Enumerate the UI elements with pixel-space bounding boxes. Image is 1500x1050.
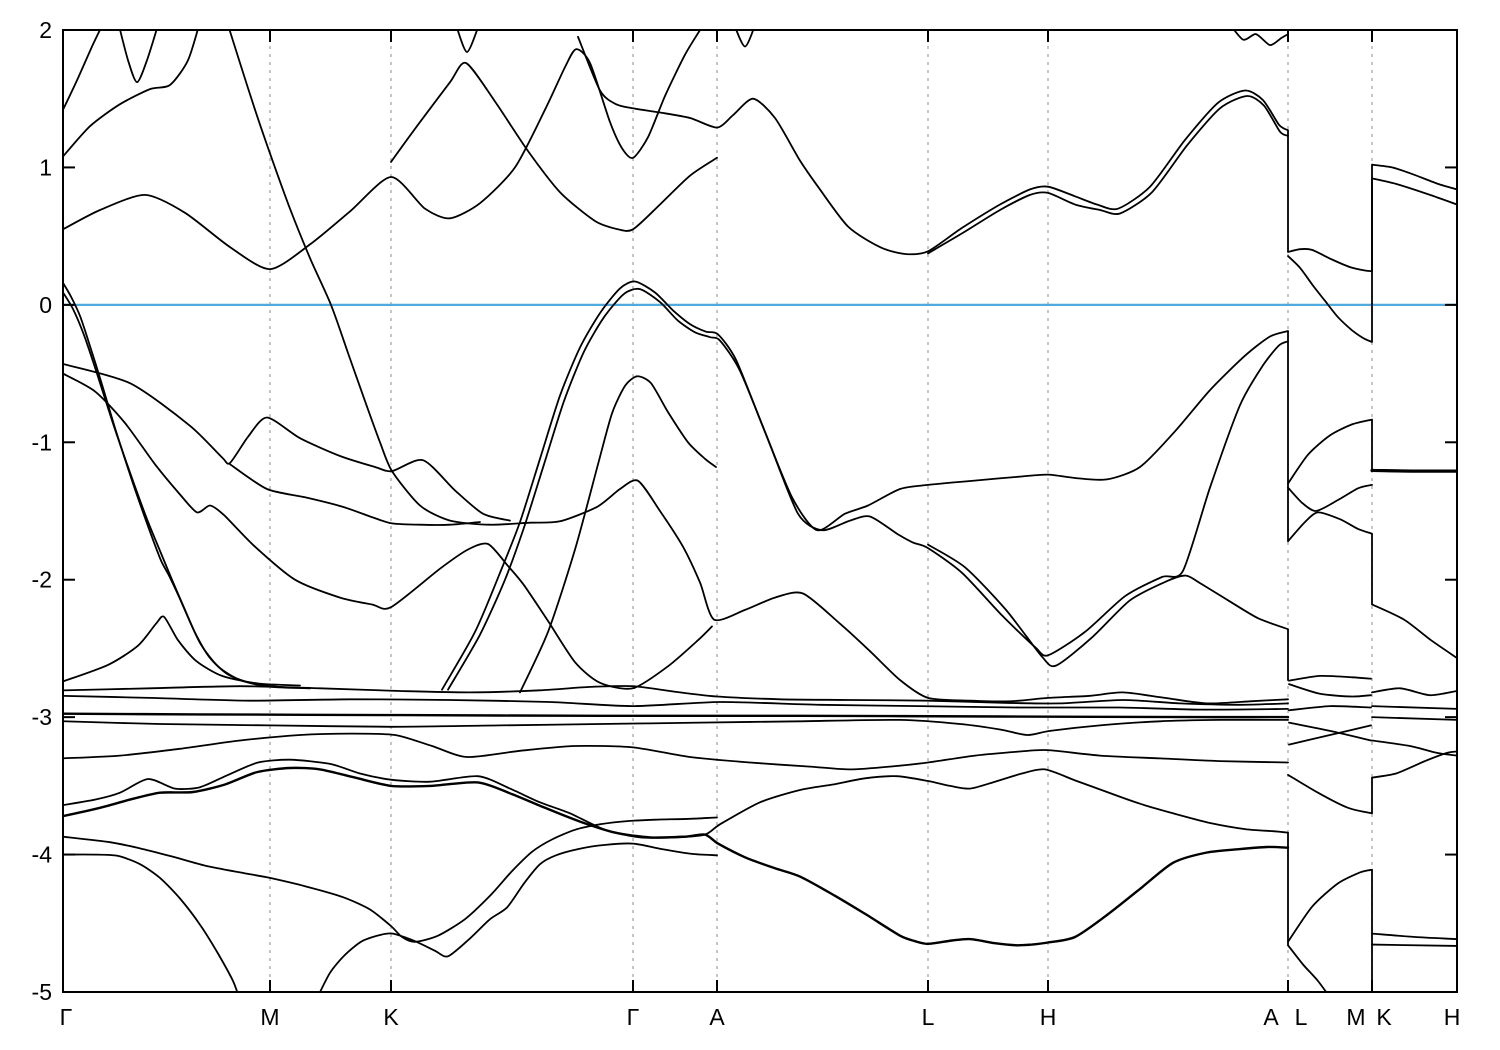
x-axis-label: H bbox=[1040, 1004, 1057, 1030]
band-line-band-55 bbox=[1371, 943, 1457, 947]
band-line-band-13 bbox=[229, 463, 481, 526]
band-line-band-07 bbox=[390, 61, 718, 232]
x-axis-label: L bbox=[1295, 1004, 1308, 1030]
band-line-band-04 bbox=[63, 30, 702, 271]
x-axis-label: L bbox=[922, 1004, 935, 1030]
band-line-band-34 bbox=[1287, 418, 1373, 485]
band-line-band-31 bbox=[319, 842, 718, 992]
band-line-band-11 bbox=[228, 30, 1289, 705]
band-line-band-52 bbox=[1371, 739, 1457, 757]
band-line-band-03 bbox=[63, 30, 199, 158]
x-axis-label: M bbox=[260, 1004, 279, 1030]
band-line-band-45 bbox=[1371, 163, 1457, 191]
band-line-band-35 bbox=[1287, 484, 1373, 512]
band-line-band-20 bbox=[63, 291, 311, 690]
band-line-band-16 bbox=[441, 280, 1289, 691]
band-line-band-43 bbox=[1287, 868, 1373, 943]
band-line-band-21 bbox=[63, 615, 301, 687]
band-line-band-30 bbox=[63, 853, 239, 992]
x-axis-label: A bbox=[1263, 1004, 1279, 1030]
band-line-band-19 bbox=[63, 281, 291, 689]
band-line-band-15 bbox=[519, 375, 717, 694]
band-line-band-49 bbox=[1371, 687, 1457, 697]
band-line-band-46 bbox=[1371, 177, 1457, 206]
y-axis-label: -5 bbox=[32, 979, 52, 1005]
band-line-band-17 bbox=[447, 287, 1289, 691]
band-line-band-51 bbox=[1371, 716, 1457, 721]
y-axis-label: -3 bbox=[32, 704, 52, 730]
y-axis-label: -2 bbox=[32, 567, 52, 593]
band-line-band-10 bbox=[1233, 30, 1289, 46]
x-axis-label: Γ bbox=[60, 1004, 73, 1030]
band-line-band-09 bbox=[927, 95, 1289, 255]
band-line-band-42 bbox=[1287, 773, 1373, 815]
band-line-band-33 bbox=[1287, 255, 1373, 343]
band-line-band-37 bbox=[1288, 674, 1372, 682]
band-line-band-24 bbox=[63, 712, 1290, 719]
band-line-band-06 bbox=[456, 30, 479, 53]
plot-frame bbox=[62, 29, 1458, 993]
band-line-band-38 bbox=[1288, 683, 1372, 698]
band-line-band-12 bbox=[63, 363, 511, 522]
band-line-band-05 bbox=[735, 30, 755, 48]
band-line-band-23 bbox=[63, 694, 1289, 711]
y-axis-label: 2 bbox=[39, 17, 52, 43]
bands-group bbox=[63, 30, 1457, 992]
band-line-band-08 bbox=[577, 35, 1289, 256]
band-line-band-53 bbox=[1371, 750, 1457, 779]
band-line-band-40 bbox=[1288, 721, 1372, 742]
band-line-band-27 bbox=[63, 758, 1289, 839]
y-axis-label: 0 bbox=[39, 292, 52, 318]
band-line-band-41 bbox=[1288, 724, 1372, 746]
band-line-band-22 bbox=[63, 685, 1289, 706]
y-axis-label: -4 bbox=[32, 842, 53, 868]
band-line-band-25 bbox=[63, 718, 1289, 736]
x-axis-label: K bbox=[1376, 1004, 1392, 1030]
band-line-band-02 bbox=[119, 30, 158, 84]
band-line-band-36 bbox=[1287, 511, 1373, 543]
band-line-band-50 bbox=[1371, 705, 1457, 710]
band-line-band-32 bbox=[1287, 248, 1373, 273]
x-axis-label: H bbox=[1444, 1004, 1461, 1030]
band-line-band-48 bbox=[1371, 603, 1457, 659]
band-line-band-39 bbox=[1288, 705, 1372, 712]
band-line-band-54 bbox=[1371, 932, 1457, 940]
x-axis-label: A bbox=[709, 1004, 725, 1030]
band-line-band-47 bbox=[1370, 468, 1457, 473]
x-axis-label: K bbox=[383, 1004, 399, 1030]
band-line-band-26 bbox=[63, 732, 1289, 771]
x-axis-label: Γ bbox=[627, 1004, 640, 1030]
x-axis-label: M bbox=[1346, 1004, 1365, 1030]
y-axis-label: -1 bbox=[32, 429, 52, 455]
band-line-band-01 bbox=[63, 30, 101, 111]
band-line-band-14 bbox=[63, 372, 713, 690]
band-line-band-28 bbox=[63, 766, 1290, 947]
band-line-band-18 bbox=[927, 543, 1289, 668]
y-axis-label: 1 bbox=[39, 154, 52, 180]
